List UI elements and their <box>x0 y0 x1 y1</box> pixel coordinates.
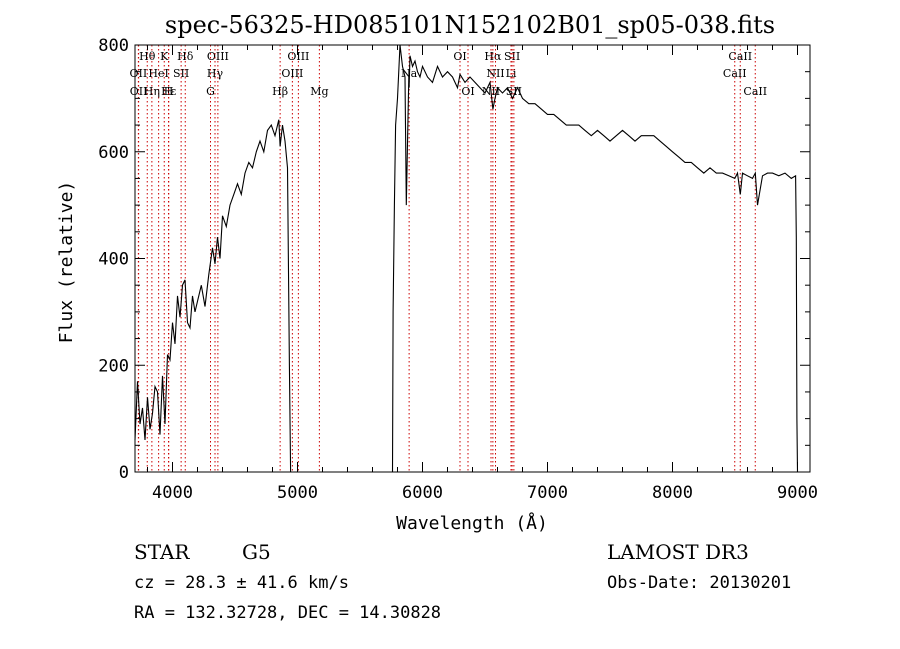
marker-label-row3-2: Hη <box>144 85 160 98</box>
marker-label-row3-5: Hβ <box>272 85 288 98</box>
y-tick-label: 200 <box>98 356 129 376</box>
marker-label-row2-3: Hγ <box>207 67 224 80</box>
marker-label-row3-1: Hε <box>161 85 177 98</box>
x-tick-label: 9000 <box>777 483 818 503</box>
x-tick-label: 5000 <box>277 483 318 503</box>
marker-label-row3-4: G <box>206 85 215 98</box>
marker-label-row2-2: SII <box>173 67 189 80</box>
marker-label-row1-5: OI <box>453 50 466 63</box>
marker-label-row3-7: OI <box>461 85 474 98</box>
x-tick-label: 8000 <box>652 483 693 503</box>
object-class: STAR <box>134 540 190 564</box>
marker-label-row3-3: H <box>164 85 174 98</box>
x-tick-label: 6000 <box>402 483 443 503</box>
redshift-readout: cz = 28.3 ± 41.6 km/s <box>134 573 349 593</box>
y-tick-label: 800 <box>98 36 129 56</box>
marker-label-row1-2: Hδ <box>177 50 194 63</box>
survey-name: LAMOST DR3 <box>607 540 749 564</box>
marker-label-row3-10: CaII <box>743 85 767 98</box>
y-tick-label: 600 <box>98 143 129 163</box>
y-axis-label: Flux (relative) <box>56 181 77 344</box>
marker-label-row1-3: OIII <box>207 50 229 63</box>
marker-label-row1-8: CaII <box>728 50 752 63</box>
y-tick-label: 400 <box>98 250 129 270</box>
marker-label-row1-6: Hα <box>484 50 502 63</box>
marker-label-row1-7: SII <box>504 50 520 63</box>
plot-frame <box>134 44 811 473</box>
marker-label-row2-7: Li <box>506 67 517 80</box>
y-tick-label: 0 <box>119 463 129 483</box>
marker-label-row2-6: NII <box>486 67 504 80</box>
observation-date: Obs-Date: 20130201 <box>607 573 792 593</box>
marker-label-row2-8: CaII <box>723 67 747 80</box>
marker-label-row3-0: OII <box>130 85 148 98</box>
x-tick-label: 7000 <box>527 483 568 503</box>
coordinates-readout: RA = 132.32728, DEC = 14.30828 <box>134 603 442 623</box>
x-axis-label: Wavelength (Å) <box>396 512 548 534</box>
x-tick-label: 4000 <box>152 483 193 503</box>
marker-label-row2-1: HeI <box>148 67 168 80</box>
marker-label-row1-4: OIII <box>287 50 309 63</box>
marker-label-row1-1: K <box>160 50 169 63</box>
marker-label-row2-4: OIII <box>281 67 303 80</box>
chart-title: spec-56325-HD085101N152102B01_sp05-038.f… <box>165 11 775 39</box>
plot-axes: 4000 5000 6000 7000 8000 9000 0 200 400 600 800 <box>98 36 818 503</box>
marker-label-row3-6: Mg <box>310 85 328 98</box>
object-subclass: G5 <box>242 540 271 564</box>
spectrum-line <box>134 44 799 473</box>
marker-label-row1-0: Hθ <box>139 50 156 63</box>
